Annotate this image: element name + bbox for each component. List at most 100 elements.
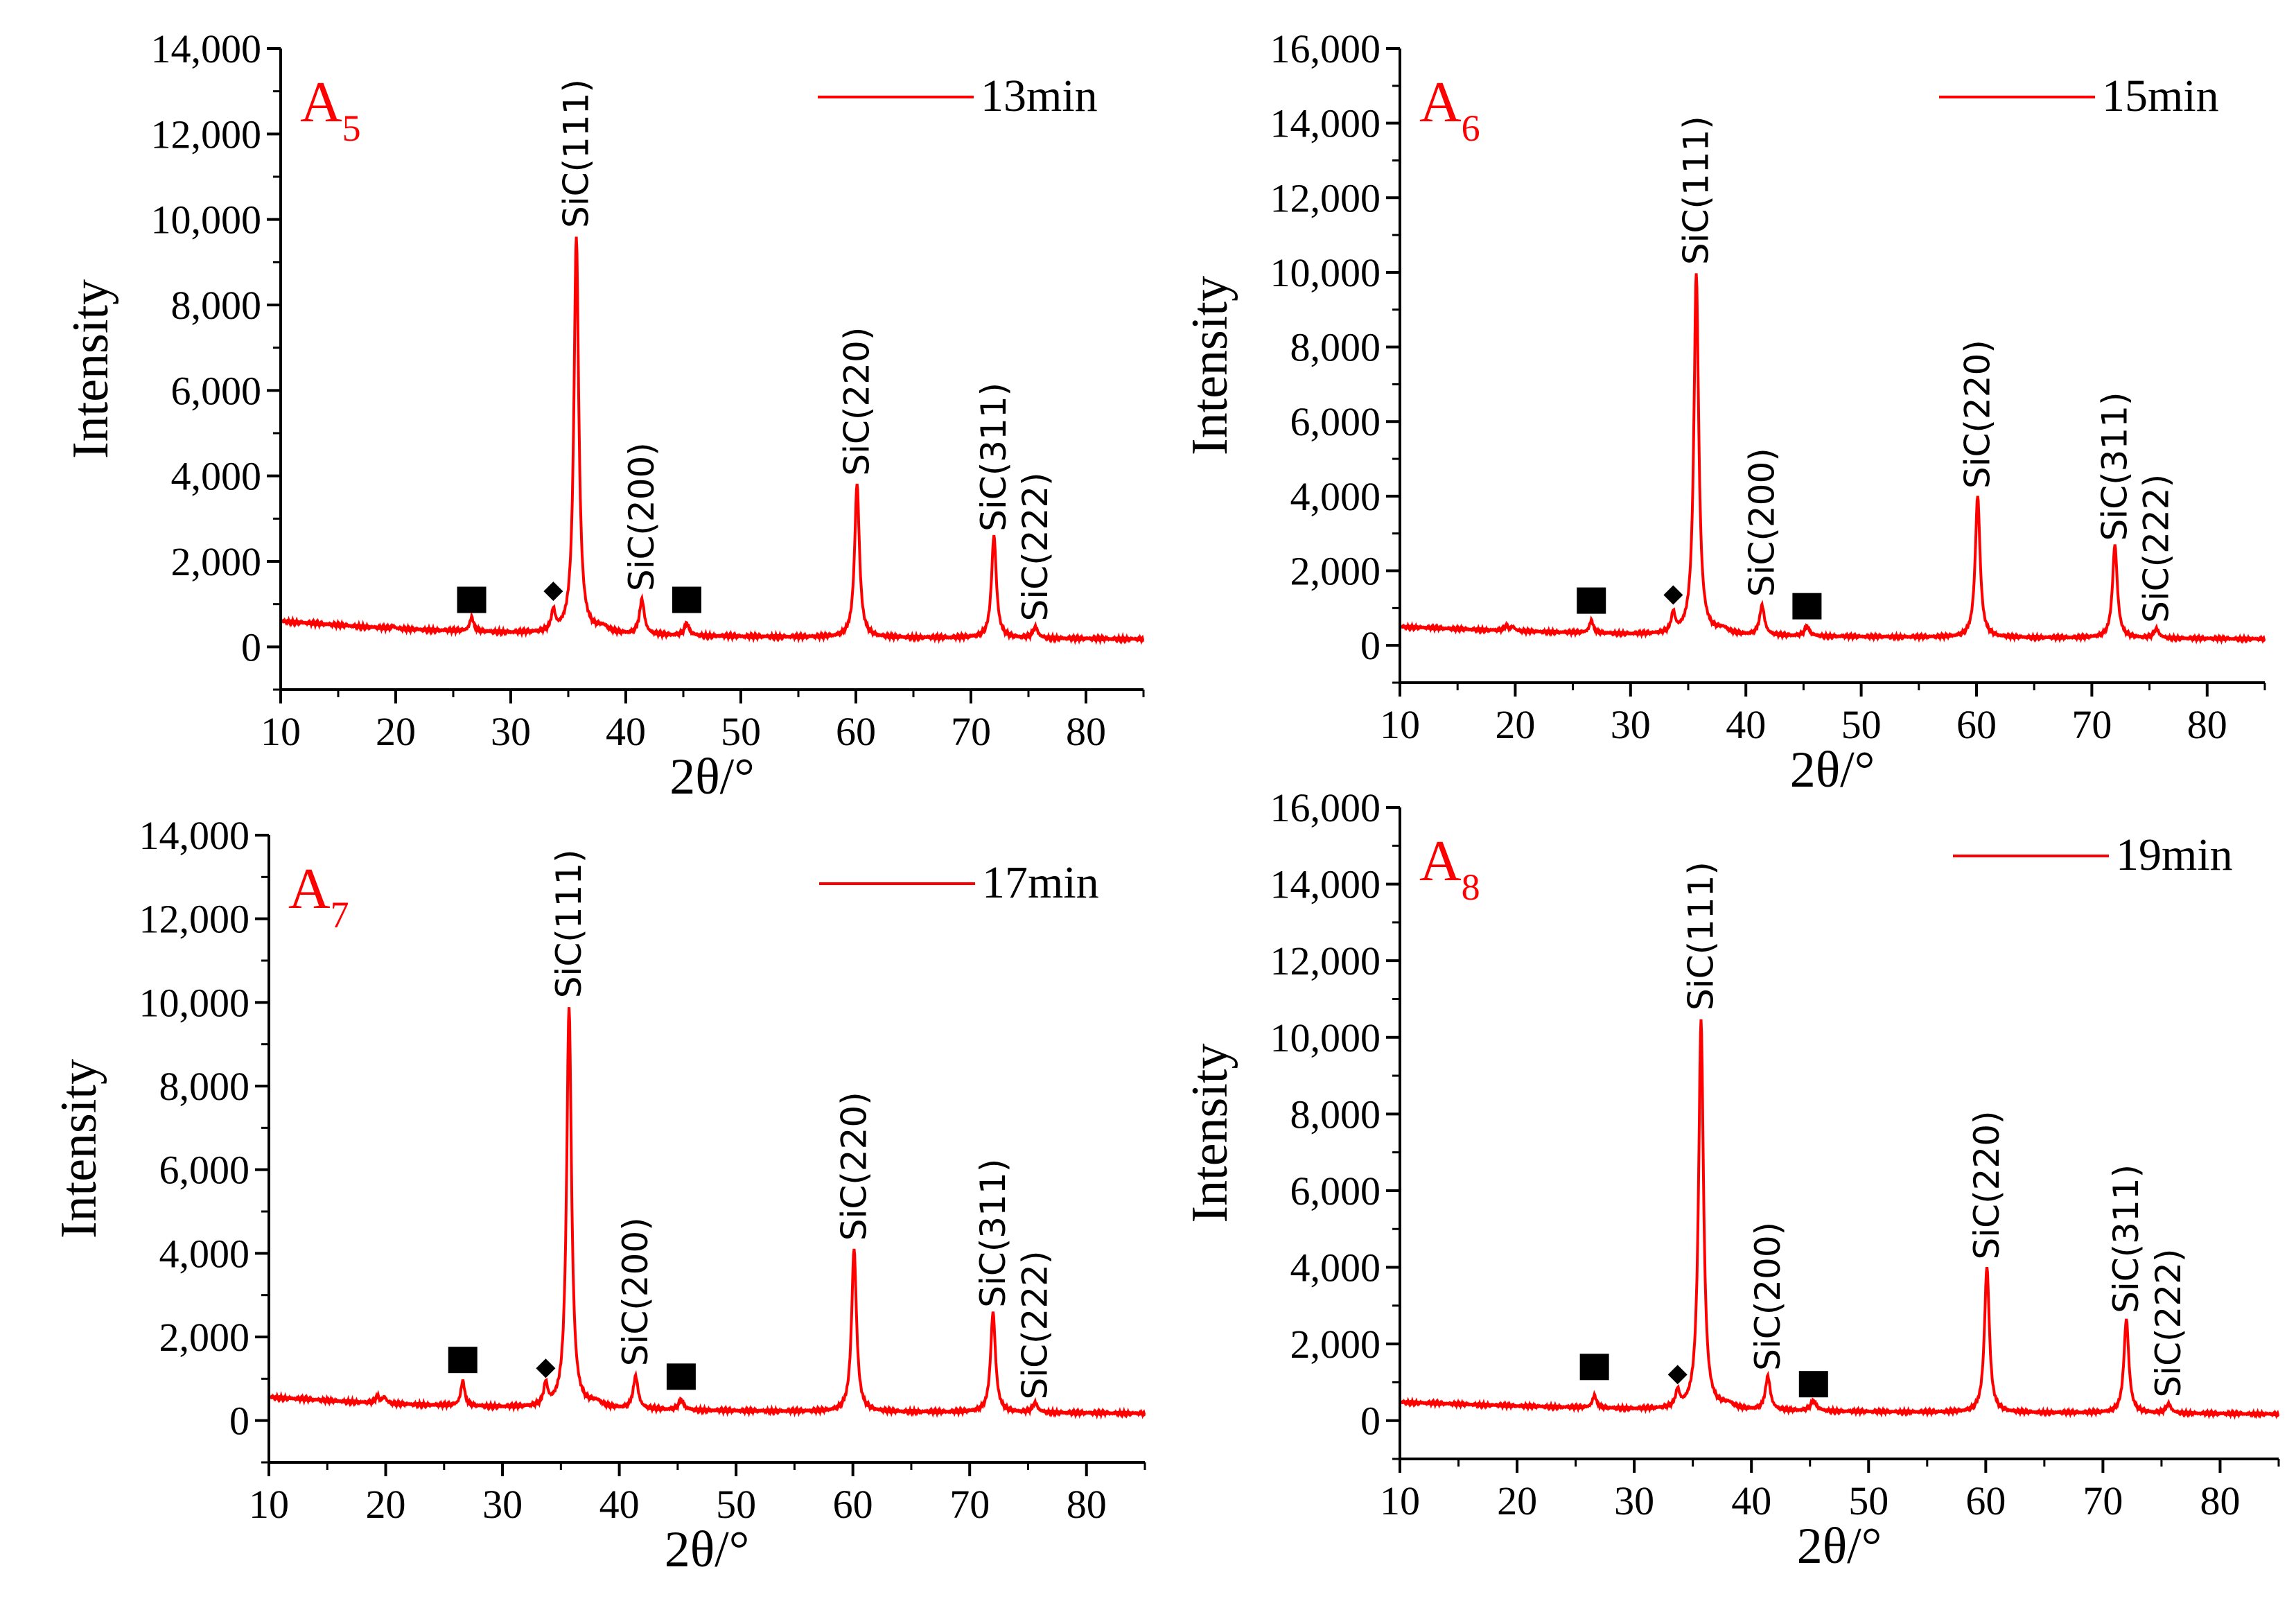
peak-annotation: SiC(220) <box>1958 340 1998 489</box>
panel-label: A6 <box>1419 70 1480 149</box>
peak-annotation: SiC(222) <box>2148 1249 2189 1398</box>
square-marker <box>1798 1371 1828 1398</box>
y-tick-label: 6,000 <box>171 368 262 413</box>
y-tick-label: 8,000 <box>159 1064 250 1109</box>
x-tick-label: 60 <box>833 1482 873 1527</box>
x-tick-label: 80 <box>2187 702 2227 747</box>
y-tick-label: 2,000 <box>1290 1322 1381 1367</box>
y-tick-label: 6,000 <box>159 1148 250 1193</box>
legend-label: 17min <box>982 857 1099 908</box>
y-axis-label: Intensity <box>62 279 119 459</box>
y-axis-label: Intensity <box>1182 276 1238 455</box>
x-tick-label: 20 <box>376 709 416 754</box>
peak-annotation: SiC(220) <box>837 327 877 476</box>
peak-annotation: SiC(220) <box>834 1092 874 1241</box>
panel-label: A5 <box>300 70 361 149</box>
x-tick-label: 50 <box>716 1482 756 1527</box>
y-tick-label: 0 <box>1360 1399 1381 1444</box>
y-tick-label: 8,000 <box>1290 1092 1381 1137</box>
square-marker <box>672 586 701 613</box>
y-tick-label: 8,000 <box>1290 325 1381 370</box>
x-axis-label: 2θ/° <box>1790 742 1875 798</box>
x-tick-label: 70 <box>949 1482 990 1527</box>
y-tick-label: 12,000 <box>151 112 262 157</box>
x-tick-label: 30 <box>482 1482 523 1527</box>
y-tick-label: 14,000 <box>1270 101 1381 146</box>
y-tick-label: 2,000 <box>1290 549 1381 594</box>
y-tick-label: 0 <box>241 624 261 670</box>
x-axis-label: 2θ/° <box>665 1521 750 1578</box>
chart-panel-1: 10 20 30 40 50 60 70 80 0 2,000 4,000 6,000 8,000 10,… <box>62 26 1145 805</box>
legend-label: 13min <box>981 71 1098 121</box>
peak-annotation: SiC(200) <box>615 1217 656 1366</box>
peak-annotation: SiC(222) <box>1015 1251 1055 1400</box>
panel-label: A7 <box>288 857 349 936</box>
chart-panel-2: 10 20 30 40 50 60 70 80 0 2,000 4,000 6,000 8,000 10,… <box>1182 26 2266 798</box>
square-marker <box>1579 1354 1609 1381</box>
peak-annotation: SiC(111) <box>1676 116 1717 265</box>
square-marker <box>448 1347 477 1374</box>
x-tick-label: 50 <box>1841 702 1882 747</box>
diamond-marker <box>1667 1365 1688 1385</box>
x-tick-label: 10 <box>1380 702 1420 747</box>
series-line <box>280 236 1145 646</box>
peak-annotation: SiC(200) <box>622 442 662 591</box>
y-tick-label: 12,000 <box>139 897 250 942</box>
square-marker <box>1577 587 1606 614</box>
x-tick-label: 50 <box>1848 1478 1888 1523</box>
y-axis-label: Intensity <box>51 1059 107 1239</box>
y-tick-label: 10,000 <box>1270 250 1381 295</box>
chart-panel-3: 10 20 30 40 50 60 70 80 0 2,000 4,000 6,000 8,000 10,… <box>51 813 1146 1578</box>
y-tick-label: 14,000 <box>1270 862 1381 907</box>
x-axis-label: 2θ/° <box>1797 1518 1882 1575</box>
peak-annotation: SiC(222) <box>2137 474 2177 623</box>
x-tick-label: 70 <box>951 709 991 754</box>
series-line <box>1399 1019 2280 1420</box>
x-axis-label: 2θ/° <box>669 749 755 805</box>
series-line <box>1399 273 2266 645</box>
x-tick-label: 40 <box>599 1482 640 1527</box>
x-tick-label: 80 <box>1067 1482 1107 1527</box>
x-tick-label: 70 <box>2083 1478 2123 1523</box>
x-tick-label: 40 <box>1726 702 1766 747</box>
y-tick-label: 14,000 <box>151 26 262 71</box>
square-marker <box>457 586 487 613</box>
square-marker <box>1792 593 1822 620</box>
x-tick-label: 30 <box>1611 702 1651 747</box>
legend-label: 15min <box>2102 71 2219 121</box>
peak-annotation: SiC(311) <box>2106 1164 2146 1313</box>
y-tick-label: 12,000 <box>1270 175 1381 220</box>
y-tick-label: 0 <box>229 1399 249 1444</box>
y-axis-label: Intensity <box>1182 1044 1238 1223</box>
y-tick-label: 16,000 <box>1270 785 1381 830</box>
y-tick-label: 2,000 <box>171 539 262 584</box>
peak-annotation: SiC(111) <box>557 79 597 228</box>
y-tick-label: 8,000 <box>171 283 262 328</box>
peak-annotation: SiC(200) <box>1742 448 1782 597</box>
peak-annotation: SiC(111) <box>1681 861 1721 1011</box>
x-tick-label: 60 <box>836 709 876 754</box>
peak-annotation: SiC(111) <box>549 849 589 998</box>
y-tick-label: 4,000 <box>1290 1245 1381 1291</box>
x-tick-label: 30 <box>491 709 531 754</box>
square-marker <box>666 1363 696 1390</box>
peak-annotation: SiC(311) <box>2095 392 2135 541</box>
y-tick-label: 12,000 <box>1270 938 1381 983</box>
diamond-marker <box>536 1358 556 1379</box>
series-line <box>268 1007 1146 1420</box>
diamond-marker <box>543 581 563 602</box>
x-tick-label: 80 <box>1066 709 1106 754</box>
x-tick-label: 10 <box>1380 1478 1420 1523</box>
x-tick-label: 10 <box>249 1482 289 1527</box>
x-tick-label: 30 <box>1614 1478 1654 1523</box>
diamond-marker <box>1663 585 1683 605</box>
y-tick-label: 10,000 <box>139 980 250 1025</box>
x-tick-label: 70 <box>2071 702 2112 747</box>
x-tick-label: 10 <box>261 709 301 754</box>
y-tick-label: 0 <box>1360 623 1381 668</box>
x-tick-label: 20 <box>1497 1478 1537 1523</box>
x-tick-label: 40 <box>1731 1478 1771 1523</box>
x-tick-label: 40 <box>606 709 646 754</box>
x-tick-label: 20 <box>1495 702 1535 747</box>
y-tick-label: 4,000 <box>159 1231 250 1276</box>
